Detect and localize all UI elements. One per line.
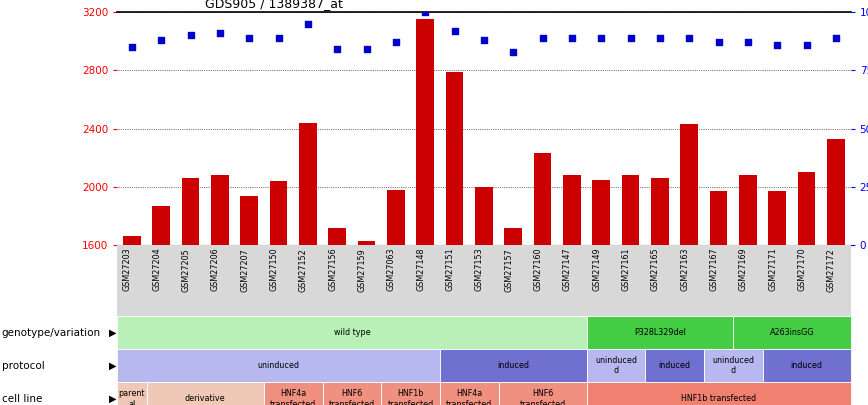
Text: induced: induced xyxy=(497,361,529,370)
Point xyxy=(653,34,667,41)
Text: GSM27063: GSM27063 xyxy=(387,248,396,291)
Point xyxy=(799,42,813,48)
Bar xyxy=(740,175,757,245)
Bar xyxy=(417,19,434,245)
Point xyxy=(272,34,286,41)
Point xyxy=(682,34,696,41)
Bar xyxy=(181,178,200,245)
Bar xyxy=(211,175,228,245)
Text: GSM27150: GSM27150 xyxy=(270,248,279,292)
Text: genotype/variation: genotype/variation xyxy=(2,328,101,337)
Text: GSM27207: GSM27207 xyxy=(240,248,249,292)
Text: HNF6
transfected: HNF6 transfected xyxy=(329,389,375,405)
Bar xyxy=(593,179,610,245)
Text: GSM27206: GSM27206 xyxy=(211,248,220,292)
Point xyxy=(829,34,843,41)
Bar xyxy=(798,172,815,245)
Bar xyxy=(681,124,698,245)
Text: induced: induced xyxy=(659,361,691,370)
Point xyxy=(448,28,462,34)
Text: HNF4a
transfected: HNF4a transfected xyxy=(446,389,492,405)
Text: GSM27203: GSM27203 xyxy=(123,248,132,292)
Text: GSM27205: GSM27205 xyxy=(181,248,191,292)
Text: GSM27163: GSM27163 xyxy=(681,248,689,291)
Point xyxy=(477,37,491,43)
Bar xyxy=(621,175,640,245)
Text: GSM27169: GSM27169 xyxy=(739,248,748,292)
Point xyxy=(242,34,256,41)
Bar xyxy=(358,241,375,245)
Bar xyxy=(475,187,493,245)
Bar xyxy=(710,191,727,245)
Point xyxy=(506,49,520,55)
Point xyxy=(184,32,198,39)
Text: HNF1b
transfected: HNF1b transfected xyxy=(387,389,434,405)
Point xyxy=(624,34,638,41)
Point xyxy=(125,44,139,50)
Point xyxy=(536,34,549,41)
Point xyxy=(565,34,579,41)
Text: GSM27204: GSM27204 xyxy=(152,248,161,292)
Text: ▶: ▶ xyxy=(109,394,116,404)
Text: P328L329del: P328L329del xyxy=(634,328,686,337)
Bar xyxy=(123,236,141,245)
Text: GSM27170: GSM27170 xyxy=(798,248,806,292)
Point xyxy=(771,42,785,48)
Text: protocol: protocol xyxy=(2,361,44,371)
Text: GSM27159: GSM27159 xyxy=(358,248,366,292)
Text: ▶: ▶ xyxy=(109,361,116,371)
Text: GDS905 / 1389387_at: GDS905 / 1389387_at xyxy=(205,0,343,10)
Bar xyxy=(328,228,346,245)
Text: A263insGG: A263insGG xyxy=(770,328,814,337)
Bar xyxy=(651,178,668,245)
Bar xyxy=(270,181,287,245)
Text: GSM27149: GSM27149 xyxy=(592,248,602,292)
Text: GSM27172: GSM27172 xyxy=(827,248,836,292)
Text: uninduced
d: uninduced d xyxy=(713,356,754,375)
Point xyxy=(389,39,403,46)
Bar xyxy=(387,190,404,245)
Text: GSM27167: GSM27167 xyxy=(710,248,719,292)
Bar xyxy=(504,228,522,245)
Point xyxy=(330,46,344,53)
Text: uninduced
d: uninduced d xyxy=(595,356,637,375)
Bar xyxy=(534,153,551,245)
Text: induced: induced xyxy=(791,361,823,370)
Bar xyxy=(153,206,170,245)
Text: HNF4a
transfected: HNF4a transfected xyxy=(270,389,316,405)
Point xyxy=(418,9,432,15)
Text: GSM27148: GSM27148 xyxy=(417,248,425,291)
Text: GSM27165: GSM27165 xyxy=(651,248,660,292)
Text: derivative: derivative xyxy=(185,394,226,403)
Bar xyxy=(563,175,581,245)
Text: GSM27151: GSM27151 xyxy=(445,248,455,292)
Bar xyxy=(446,72,464,245)
Text: GSM27160: GSM27160 xyxy=(534,248,542,291)
Text: GSM27161: GSM27161 xyxy=(621,248,630,291)
Point xyxy=(712,39,726,46)
Text: HNF1b transfected: HNF1b transfected xyxy=(681,394,756,403)
Text: GSM27156: GSM27156 xyxy=(328,248,337,292)
Text: ▶: ▶ xyxy=(109,328,116,337)
Bar xyxy=(240,196,258,245)
Point xyxy=(301,21,315,27)
Bar xyxy=(768,191,786,245)
Text: GSM27147: GSM27147 xyxy=(563,248,572,292)
Point xyxy=(213,30,227,36)
Text: uninduced: uninduced xyxy=(258,361,299,370)
Text: GSM27157: GSM27157 xyxy=(504,248,513,292)
Text: GSM27152: GSM27152 xyxy=(299,248,308,292)
Point xyxy=(595,34,608,41)
Text: HNF6
transfected: HNF6 transfected xyxy=(519,389,566,405)
Text: parent
al: parent al xyxy=(119,389,145,405)
Text: GSM27153: GSM27153 xyxy=(475,248,484,292)
Point xyxy=(155,37,168,43)
Text: GSM27171: GSM27171 xyxy=(768,248,778,292)
Text: cell line: cell line xyxy=(2,394,43,404)
Point xyxy=(741,39,755,46)
Bar xyxy=(827,139,845,245)
Point xyxy=(359,46,373,53)
Bar xyxy=(299,123,317,245)
Text: wild type: wild type xyxy=(333,328,370,337)
